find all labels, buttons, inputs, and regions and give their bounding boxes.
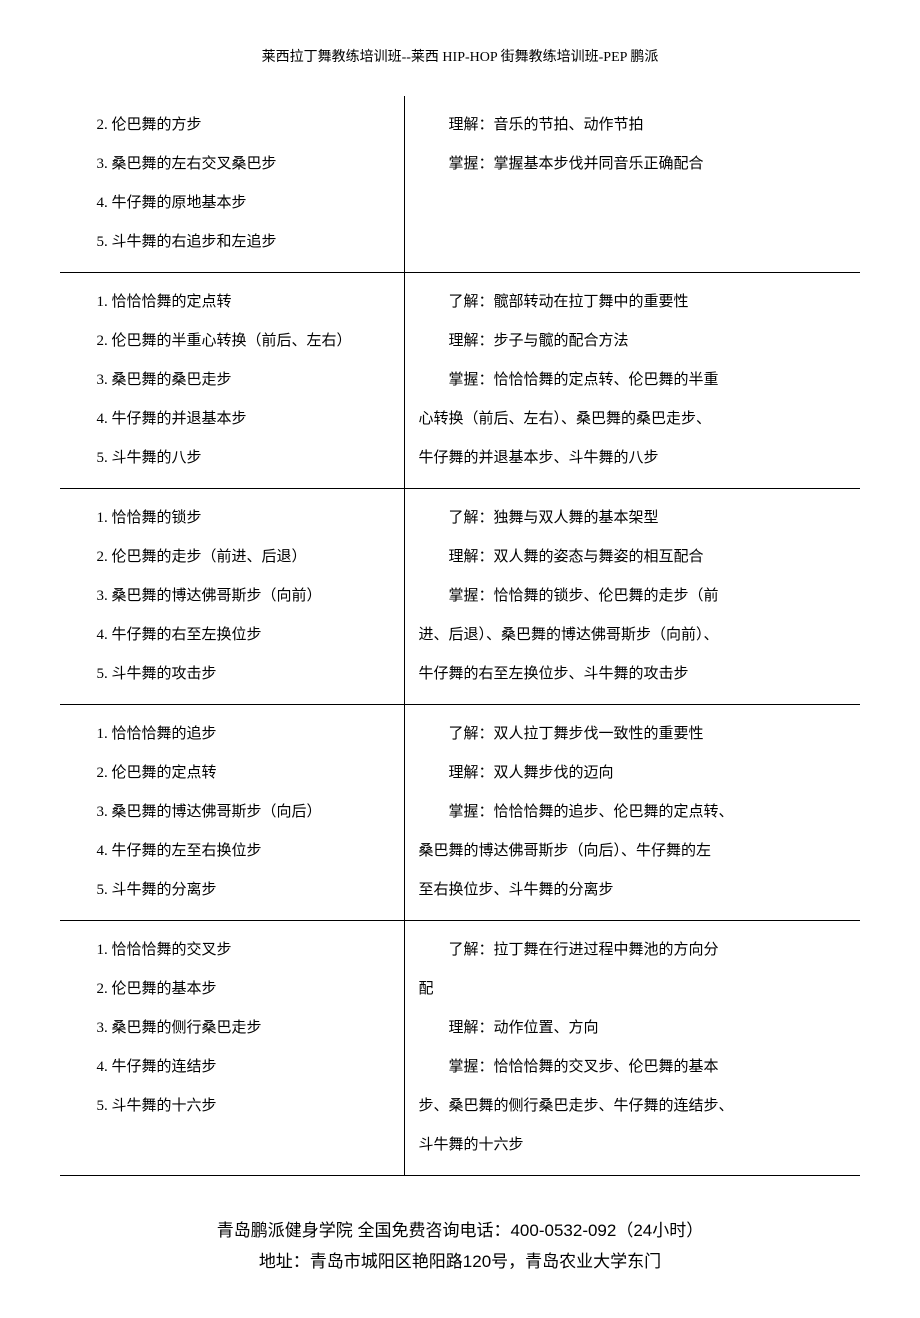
lesson-item: 4. 牛仔舞的左至右换位步 (74, 832, 390, 871)
page-footer: 青岛鹏派健身学院 全国免费咨询电话：400-0532-092（24小时） 地址：… (60, 1216, 860, 1277)
objective-line: 理解：音乐的节拍、动作节拍 (419, 106, 847, 145)
objective-line: 了解：双人拉丁舞步伐一致性的重要性 (419, 715, 847, 754)
right-cell: 了解：独舞与双人舞的基本架型理解：双人舞的姿态与舞姿的相互配合掌握：恰恰舞的锁步… (404, 489, 860, 705)
table-row: 1. 恰恰恰舞的交叉步2. 伦巴舞的基本步3. 桑巴舞的侧行桑巴走步4. 牛仔舞… (60, 921, 860, 1176)
left-cell: 1. 恰恰舞的锁步2. 伦巴舞的走步（前进、后退）3. 桑巴舞的博达佛哥斯步（向… (60, 489, 404, 705)
objective-line: 配 (419, 970, 847, 1009)
objective-line: 掌握：恰恰恰舞的定点转、伦巴舞的半重 (419, 361, 847, 400)
objective-line: 了解：髋部转动在拉丁舞中的重要性 (419, 283, 847, 322)
lesson-item: 4. 牛仔舞的连结步 (74, 1048, 390, 1087)
curriculum-table: 2. 伦巴舞的方步3. 桑巴舞的左右交叉桑巴步4. 牛仔舞的原地基本步5. 斗牛… (60, 96, 860, 1176)
objective-line: 理解：步子与髋的配合方法 (419, 322, 847, 361)
objective-line: 掌握：恰恰恰舞的追步、伦巴舞的定点转、 (419, 793, 847, 832)
objective-line: 步、桑巴舞的侧行桑巴走步、牛仔舞的连结步、 (419, 1087, 847, 1126)
lesson-item: 5. 斗牛舞的右追步和左追步 (74, 223, 390, 262)
table-row: 1. 恰恰恰舞的追步2. 伦巴舞的定点转3. 桑巴舞的博达佛哥斯步（向后）4. … (60, 705, 860, 921)
lesson-item: 4. 牛仔舞的右至左换位步 (74, 616, 390, 655)
lesson-item: 1. 恰恰恰舞的交叉步 (74, 931, 390, 970)
lesson-item: 3. 桑巴舞的侧行桑巴走步 (74, 1009, 390, 1048)
objective-line: 掌握：掌握基本步伐并同音乐正确配合 (419, 145, 847, 184)
lesson-item: 5. 斗牛舞的八步 (74, 439, 390, 478)
lesson-item: 3. 桑巴舞的博达佛哥斯步（向前） (74, 577, 390, 616)
footer-line-2: 地址：青岛市城阳区艳阳路120号，青岛农业大学东门 (60, 1247, 860, 1278)
lesson-item: 5. 斗牛舞的攻击步 (74, 655, 390, 694)
lesson-item: 5. 斗牛舞的分离步 (74, 871, 390, 910)
objective-line: 牛仔舞的右至左换位步、斗牛舞的攻击步 (419, 655, 847, 694)
objective-line: 斗牛舞的十六步 (419, 1126, 847, 1165)
lesson-item: 2. 伦巴舞的方步 (74, 106, 390, 145)
objective-line: 桑巴舞的博达佛哥斯步（向后）、牛仔舞的左 (419, 832, 847, 871)
left-cell: 1. 恰恰恰舞的追步2. 伦巴舞的定点转3. 桑巴舞的博达佛哥斯步（向后）4. … (60, 705, 404, 921)
page-header: 莱西拉丁舞教练培训班--莱西 HIP-HOP 街舞教练培训班-PEP 鹏派 (60, 40, 860, 76)
objective-line: 心转换（前后、左右）、桑巴舞的桑巴走步、 (419, 400, 847, 439)
table-row: 2. 伦巴舞的方步3. 桑巴舞的左右交叉桑巴步4. 牛仔舞的原地基本步5. 斗牛… (60, 96, 860, 273)
left-cell: 1. 恰恰恰舞的定点转2. 伦巴舞的半重心转换（前后、左右）3. 桑巴舞的桑巴走… (60, 273, 404, 489)
lesson-item: 3. 桑巴舞的桑巴走步 (74, 361, 390, 400)
objective-line: 理解：双人舞的姿态与舞姿的相互配合 (419, 538, 847, 577)
lesson-item: 1. 恰恰舞的锁步 (74, 499, 390, 538)
lesson-item: 2. 伦巴舞的走步（前进、后退） (74, 538, 390, 577)
right-cell: 了解：双人拉丁舞步伐一致性的重要性理解：双人舞步伐的迈向掌握：恰恰恰舞的追步、伦… (404, 705, 860, 921)
objective-line: 理解：双人舞步伐的迈向 (419, 754, 847, 793)
objective-line: 掌握：恰恰恰舞的交叉步、伦巴舞的基本 (419, 1048, 847, 1087)
lesson-item: 1. 恰恰恰舞的追步 (74, 715, 390, 754)
right-cell: 了解：拉丁舞在行进过程中舞池的方向分配理解：动作位置、方向掌握：恰恰恰舞的交叉步… (404, 921, 860, 1176)
right-cell: 理解：音乐的节拍、动作节拍掌握：掌握基本步伐并同音乐正确配合 (404, 96, 860, 273)
objective-line: 了解：拉丁舞在行进过程中舞池的方向分 (419, 931, 847, 970)
lesson-item: 3. 桑巴舞的左右交叉桑巴步 (74, 145, 390, 184)
left-cell: 1. 恰恰恰舞的交叉步2. 伦巴舞的基本步3. 桑巴舞的侧行桑巴走步4. 牛仔舞… (60, 921, 404, 1176)
table-row: 1. 恰恰舞的锁步2. 伦巴舞的走步（前进、后退）3. 桑巴舞的博达佛哥斯步（向… (60, 489, 860, 705)
objective-line: 了解：独舞与双人舞的基本架型 (419, 499, 847, 538)
objective-line: 至右换位步、斗牛舞的分离步 (419, 871, 847, 910)
lesson-item: 4. 牛仔舞的并退基本步 (74, 400, 390, 439)
lesson-item: 3. 桑巴舞的博达佛哥斯步（向后） (74, 793, 390, 832)
table-row: 1. 恰恰恰舞的定点转2. 伦巴舞的半重心转换（前后、左右）3. 桑巴舞的桑巴走… (60, 273, 860, 489)
lesson-item: 2. 伦巴舞的基本步 (74, 970, 390, 1009)
objective-line: 牛仔舞的并退基本步、斗牛舞的八步 (419, 439, 847, 478)
lesson-item: 4. 牛仔舞的原地基本步 (74, 184, 390, 223)
left-cell: 2. 伦巴舞的方步3. 桑巴舞的左右交叉桑巴步4. 牛仔舞的原地基本步5. 斗牛… (60, 96, 404, 273)
lesson-item: 5. 斗牛舞的十六步 (74, 1087, 390, 1126)
objective-line: 进、后退）、桑巴舞的博达佛哥斯步（向前）、 (419, 616, 847, 655)
lesson-item: 2. 伦巴舞的定点转 (74, 754, 390, 793)
lesson-item: 2. 伦巴舞的半重心转换（前后、左右） (74, 322, 390, 361)
footer-line-1: 青岛鹏派健身学院 全国免费咨询电话：400-0532-092（24小时） (60, 1216, 860, 1247)
objective-line: 理解：动作位置、方向 (419, 1009, 847, 1048)
objective-line: 掌握：恰恰舞的锁步、伦巴舞的走步（前 (419, 577, 847, 616)
right-cell: 了解：髋部转动在拉丁舞中的重要性理解：步子与髋的配合方法掌握：恰恰恰舞的定点转、… (404, 273, 860, 489)
lesson-item: 1. 恰恰恰舞的定点转 (74, 283, 390, 322)
